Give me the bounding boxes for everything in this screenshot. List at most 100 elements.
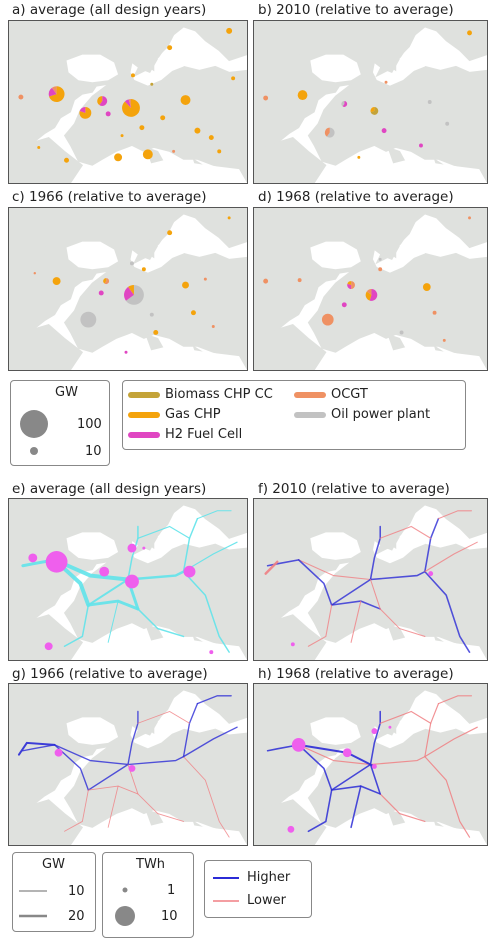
transmission-line <box>266 559 300 567</box>
pie-slice <box>122 99 140 117</box>
sea-shape <box>157 48 194 75</box>
pie-slice <box>125 285 144 305</box>
transmission-line <box>369 578 381 610</box>
node-marker <box>287 825 295 833</box>
node-marker <box>124 350 128 354</box>
pie-slice <box>49 86 65 102</box>
land-shape <box>131 499 177 535</box>
land-layer <box>9 684 247 845</box>
pie-slice <box>79 106 86 113</box>
sea-shape <box>310 717 361 745</box>
land-shape <box>63 543 247 660</box>
storage-legend-small-label: 1 <box>167 883 176 898</box>
land-shape <box>9 324 84 370</box>
land-shape <box>9 614 84 660</box>
pie-slice <box>124 99 131 108</box>
land-shape <box>373 21 418 58</box>
transmission-line <box>126 570 185 581</box>
transmission-line <box>298 744 372 766</box>
land-shape <box>63 728 247 845</box>
transmission-line <box>182 570 230 653</box>
panel-d-title: d) 1968 (relative to average) <box>258 189 454 205</box>
node-marker <box>468 216 471 220</box>
transmission-line <box>307 604 333 647</box>
map-panel-h <box>253 683 488 846</box>
transmission-line <box>369 710 381 766</box>
transmission-line <box>369 763 381 795</box>
line-legend-small-label: 10 <box>68 884 85 899</box>
node-marker <box>33 272 36 275</box>
land-shape <box>388 63 397 72</box>
land-shape <box>146 541 155 550</box>
map-canvas <box>9 684 247 845</box>
pie-slice <box>326 127 335 138</box>
storage-size-legend: TWh 1 10 <box>102 852 194 938</box>
sea-shape <box>66 717 119 745</box>
transmission-line <box>379 608 426 637</box>
capacity-pie <box>114 153 123 162</box>
pie-slice <box>342 101 348 107</box>
node-marker <box>357 155 361 159</box>
sea-shape <box>310 241 361 270</box>
land-shape <box>373 499 418 535</box>
node-marker <box>45 551 68 573</box>
node-marker <box>290 642 295 647</box>
land-shape <box>373 208 418 245</box>
tech-label-ocgt: OCGT <box>331 387 368 402</box>
land-shape <box>146 250 155 259</box>
node-marker <box>153 329 159 335</box>
sea-shape <box>66 532 119 560</box>
map-panel-a <box>8 20 248 184</box>
size-legend-big-circle <box>20 410 48 438</box>
capacity-pie <box>341 101 348 107</box>
sea-shape <box>66 241 119 270</box>
node-marker <box>297 278 302 283</box>
panel-h-title: h) 1968 (relative to average) <box>258 666 454 682</box>
node-marker <box>263 278 269 284</box>
node-marker <box>371 728 378 735</box>
land-layer <box>9 499 247 660</box>
sea-shape <box>157 711 194 738</box>
line-legend-title: GW <box>42 857 65 872</box>
change-legend-swatches <box>213 877 239 902</box>
transmission-line <box>350 785 362 829</box>
node-marker <box>105 111 111 117</box>
line-legend-big-label: 20 <box>68 909 85 924</box>
sea-shape <box>360 821 487 845</box>
pie-slice <box>104 278 110 285</box>
land-shape <box>307 543 487 660</box>
land-shape <box>146 63 155 72</box>
capacity-pie <box>365 289 378 301</box>
transmission-line <box>379 710 432 724</box>
node-marker <box>52 277 61 286</box>
tech-label-biomass: Biomass CHP CC <box>165 387 273 402</box>
change-legend: Higher Lower <box>204 860 312 918</box>
capacity-pie <box>324 127 335 138</box>
node-marker <box>183 565 196 578</box>
node-marker <box>150 82 154 86</box>
pie-slice <box>321 313 334 326</box>
pie-slice <box>99 96 108 106</box>
node-marker <box>64 157 69 163</box>
pie-slice <box>366 289 372 295</box>
pie-slice <box>128 99 131 108</box>
node-marker <box>128 764 136 772</box>
node-marker <box>467 30 472 36</box>
transmission-line <box>17 741 56 756</box>
transmission-line <box>369 525 381 581</box>
land-shape <box>14 266 34 292</box>
sea-shape <box>157 235 194 262</box>
transmission-line <box>183 756 230 838</box>
node-marker <box>442 338 446 342</box>
transmission-line <box>297 744 333 791</box>
transmission-line <box>379 525 432 539</box>
map-canvas <box>254 499 487 660</box>
node-marker <box>98 290 104 296</box>
land-shape <box>388 726 397 735</box>
land-shape <box>388 250 397 259</box>
node-marker <box>378 267 383 272</box>
land-shape <box>132 240 147 265</box>
node-marker <box>297 90 308 101</box>
panel-f-title: f) 2010 (relative to average) <box>258 481 450 497</box>
transmission-line <box>64 789 89 832</box>
